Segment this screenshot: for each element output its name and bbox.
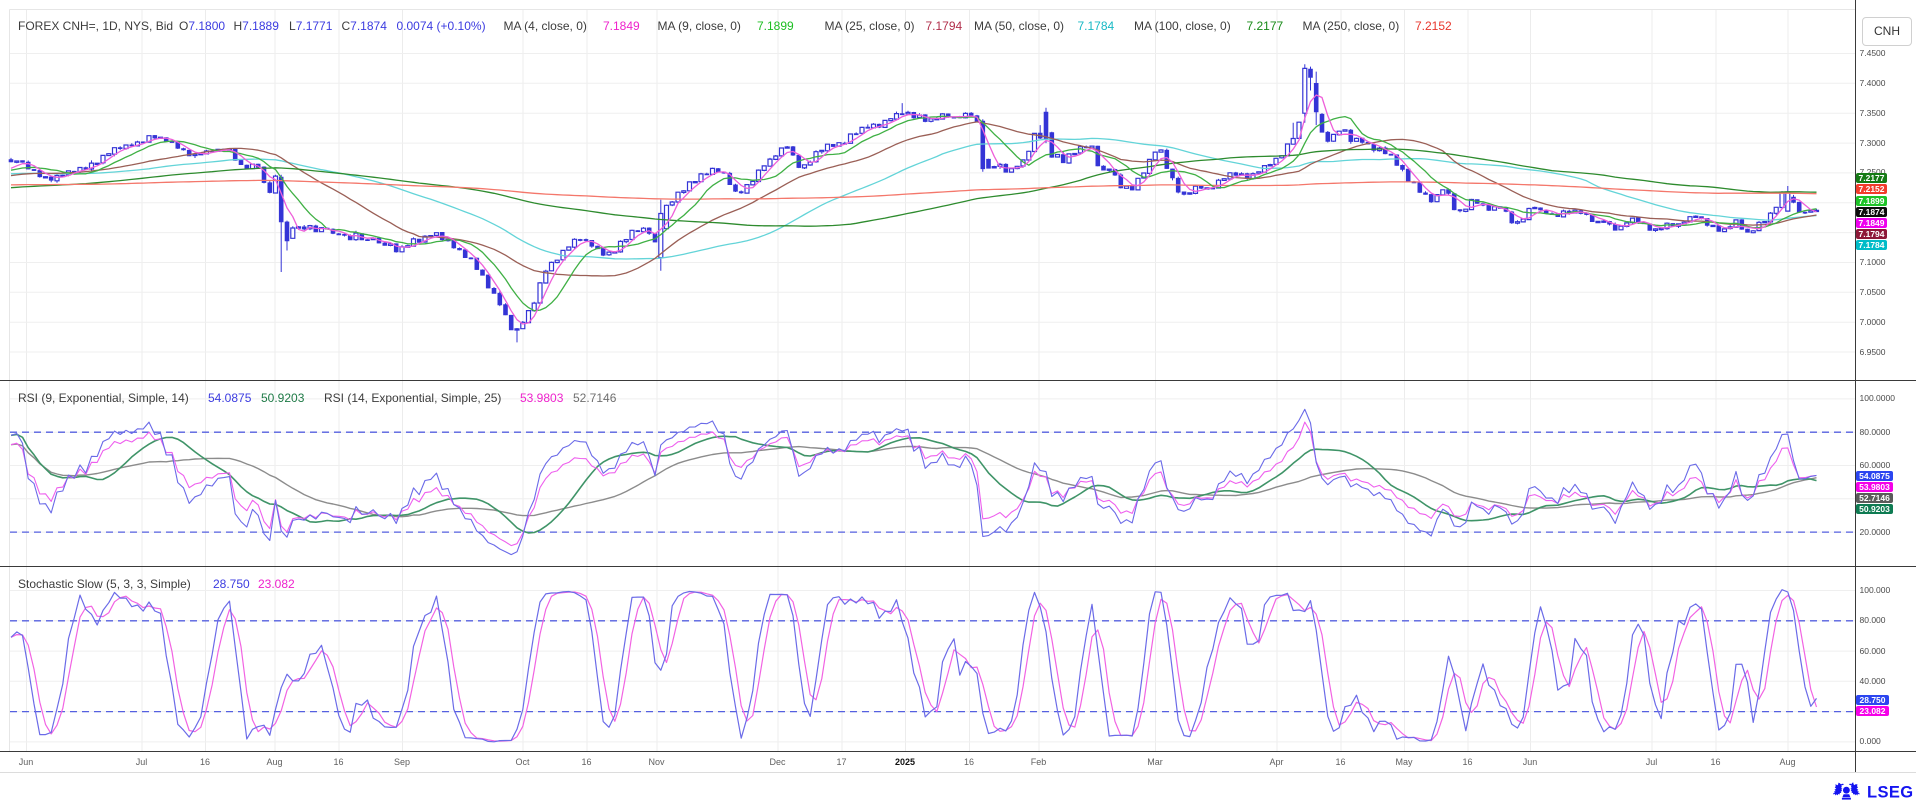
- svg-text:LSEG: LSEG: [1867, 784, 1914, 802]
